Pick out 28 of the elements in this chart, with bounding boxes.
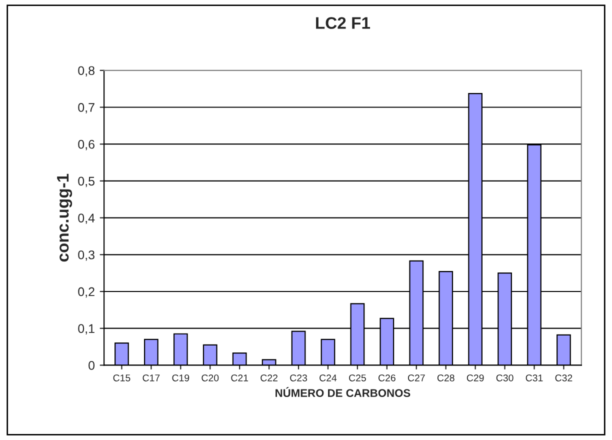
x-tick-label: C32 <box>555 374 572 382</box>
x-tick-label: C20 <box>202 374 219 382</box>
x-tick-label: C31 <box>526 374 543 382</box>
y-tick-label: 0,4 <box>78 214 95 224</box>
x-tick-label: C23 <box>290 374 308 382</box>
y-tick-label: 0,3 <box>78 250 94 261</box>
x-tick-label: C19 <box>172 374 190 382</box>
y-tick-label: 0,8 <box>78 66 94 77</box>
x-tick-label: C25 <box>349 374 366 382</box>
y-tick-label: 0,1 <box>78 324 94 334</box>
chart-title: LC2 F1 <box>316 17 370 29</box>
x-tick-label: C17 <box>142 374 160 382</box>
x-tick-label: C24 <box>320 374 337 382</box>
y-tick-label: 0 <box>88 361 95 370</box>
x-tick-label: C21 <box>231 374 248 382</box>
y-tick-label: 0,6 <box>78 140 94 150</box>
x-tick-label: C29 <box>466 374 484 382</box>
x-axis-title: NÚMERO DE CARBONOS <box>276 387 410 398</box>
y-axis-title: conc.ugg-1 <box>57 174 72 262</box>
x-tick-label: C28 <box>437 374 454 382</box>
x-tick-label: C30 <box>496 374 514 382</box>
y-tick-label: 0,5 <box>78 176 94 188</box>
y-tick-label: 0,7 <box>78 103 94 114</box>
x-tick-label: C22 <box>260 374 278 382</box>
y-tick-label: 0,2 <box>78 287 94 298</box>
x-tick-label: C15 <box>113 374 130 382</box>
x-tick-label: C26 <box>378 374 396 382</box>
x-tick-label: C27 <box>408 374 425 382</box>
